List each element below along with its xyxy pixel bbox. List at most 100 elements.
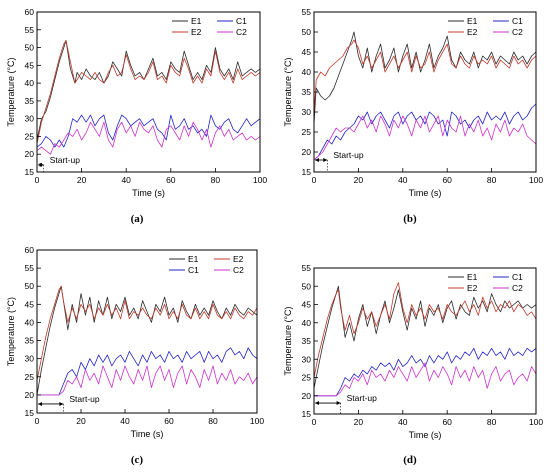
series-line-e1	[314, 31, 536, 125]
series-line-e1	[314, 285, 536, 389]
plot-frame	[313, 11, 537, 173]
legend-label-e2: E2	[233, 254, 244, 264]
y-tick-label: 45	[302, 47, 312, 57]
plot-frame	[36, 11, 261, 173]
y-tick-label: 55	[302, 7, 312, 17]
series-line-c1	[314, 347, 536, 397]
series-group	[314, 31, 536, 161]
startup-arrowhead-right	[323, 158, 328, 162]
legend-label-c2: C2	[512, 27, 523, 37]
series-line-c2	[314, 362, 536, 397]
y-tick-label: 15	[25, 408, 35, 418]
series-line-e2	[37, 285, 257, 381]
y-tick-label: 30	[302, 354, 312, 364]
y-tick-label: 15	[302, 167, 312, 177]
legend-label-c1: C1	[236, 16, 247, 26]
y-axis-label: Temperature (°C)	[6, 297, 16, 366]
legend-label-e1: E1	[191, 16, 202, 26]
x-tick-label: 40	[120, 416, 130, 426]
series-line-e2	[314, 282, 536, 378]
x-tick-label: 20	[354, 417, 364, 427]
y-tick-label: 50	[25, 281, 35, 291]
y-tick-label: 20	[25, 149, 35, 159]
x-tick-label: 40	[398, 175, 408, 185]
x-tick-label: 100	[253, 175, 267, 185]
series-line-e2	[37, 40, 260, 144]
y-tick-label: 45	[25, 60, 35, 70]
x-tick-label: 60	[442, 417, 452, 427]
legend-label-e2: E2	[191, 27, 202, 37]
startup-label: Start-up	[347, 393, 378, 403]
chart-panel-3: 0 20 40 60 80 100 15 20 25 30 35 40 45 50 55 Time (s) Te…	[283, 263, 543, 466]
y-tick-label: 40	[302, 318, 312, 328]
x-tick-label: 100	[250, 416, 264, 426]
y-tick-label: 30	[25, 114, 35, 124]
x-tick-label: 80	[208, 416, 218, 426]
x-tick-label: 100	[529, 175, 543, 185]
x-tick-label: 20	[76, 416, 86, 426]
legend-label-c1: C1	[512, 16, 523, 26]
x-tick-label: 40	[398, 417, 408, 427]
startup-arrowhead-right	[39, 162, 44, 167]
y-tick-label: 15	[25, 167, 35, 177]
x-tick-label: 0	[312, 417, 317, 427]
x-tick-label: 0	[35, 416, 40, 426]
legend-label-c1: C1	[188, 265, 199, 275]
legend-label-e1: E1	[467, 272, 478, 282]
series-group	[37, 285, 257, 396]
y-tick-label: 30	[25, 354, 35, 364]
y-tick-label: 25	[302, 127, 312, 137]
y-axis-label: Temperature (°C)	[283, 306, 293, 375]
startup-label: Start-up	[69, 394, 100, 404]
y-tick-label: 30	[302, 107, 312, 117]
y-tick-label: 55	[25, 25, 35, 35]
legend-label-c2: C2	[236, 27, 247, 37]
x-tick-label: 40	[121, 175, 131, 185]
legend-label-e1: E1	[188, 254, 199, 264]
x-axis-label: Time (s)	[409, 430, 442, 440]
x-tick-label: 60	[164, 416, 174, 426]
legend-label-e1: E1	[467, 16, 478, 26]
y-tick-label: 50	[25, 43, 35, 53]
series-line-c1	[37, 347, 257, 396]
x-tick-label: 100	[529, 417, 543, 427]
y-tick-label: 60	[25, 245, 35, 255]
y-tick-label: 45	[302, 300, 312, 310]
y-tick-label: 20	[302, 391, 312, 401]
y-tick-label: 40	[25, 78, 35, 88]
y-tick-label: 40	[302, 67, 312, 77]
panel-caption: (b)	[403, 213, 417, 225]
x-tick-label: 20	[77, 175, 87, 185]
y-tick-label: 55	[302, 263, 312, 273]
legend-label-c1: C1	[512, 272, 523, 282]
startup-arrowhead-right	[59, 401, 64, 406]
startup-label: Start-up	[50, 155, 81, 165]
y-tick-label: 25	[302, 373, 312, 383]
legend-label-c2: C2	[233, 265, 244, 275]
y-tick-label: 60	[25, 7, 35, 17]
y-tick-label: 35	[302, 87, 312, 97]
y-tick-label: 35	[302, 336, 312, 346]
y-tick-label: 20	[302, 147, 312, 157]
y-tick-label: 45	[25, 299, 35, 309]
x-tick-label: 80	[487, 175, 497, 185]
panel-caption: (a)	[131, 213, 144, 225]
y-tick-label: 25	[25, 372, 35, 382]
y-tick-label: 15	[302, 409, 312, 419]
x-tick-label: 80	[487, 417, 497, 427]
legend-label-c2: C2	[512, 283, 523, 293]
chart-panel-1: 0 20 40 60 80 100 15 20 25 30 35 40 45 50 55 Time (s) Te…	[283, 7, 543, 225]
y-tick-label: 50	[302, 281, 312, 291]
series-line-c2	[37, 365, 257, 396]
series-group	[37, 40, 260, 155]
series-line-c1	[37, 114, 260, 148]
x-tick-label: 60	[442, 175, 452, 185]
series-line-e2	[314, 39, 536, 117]
startup-label: Start-up	[333, 150, 364, 160]
y-tick-label: 35	[25, 336, 35, 346]
series-line-e1	[37, 40, 260, 141]
y-tick-label: 40	[25, 317, 35, 327]
panel-caption: (c)	[131, 454, 144, 466]
